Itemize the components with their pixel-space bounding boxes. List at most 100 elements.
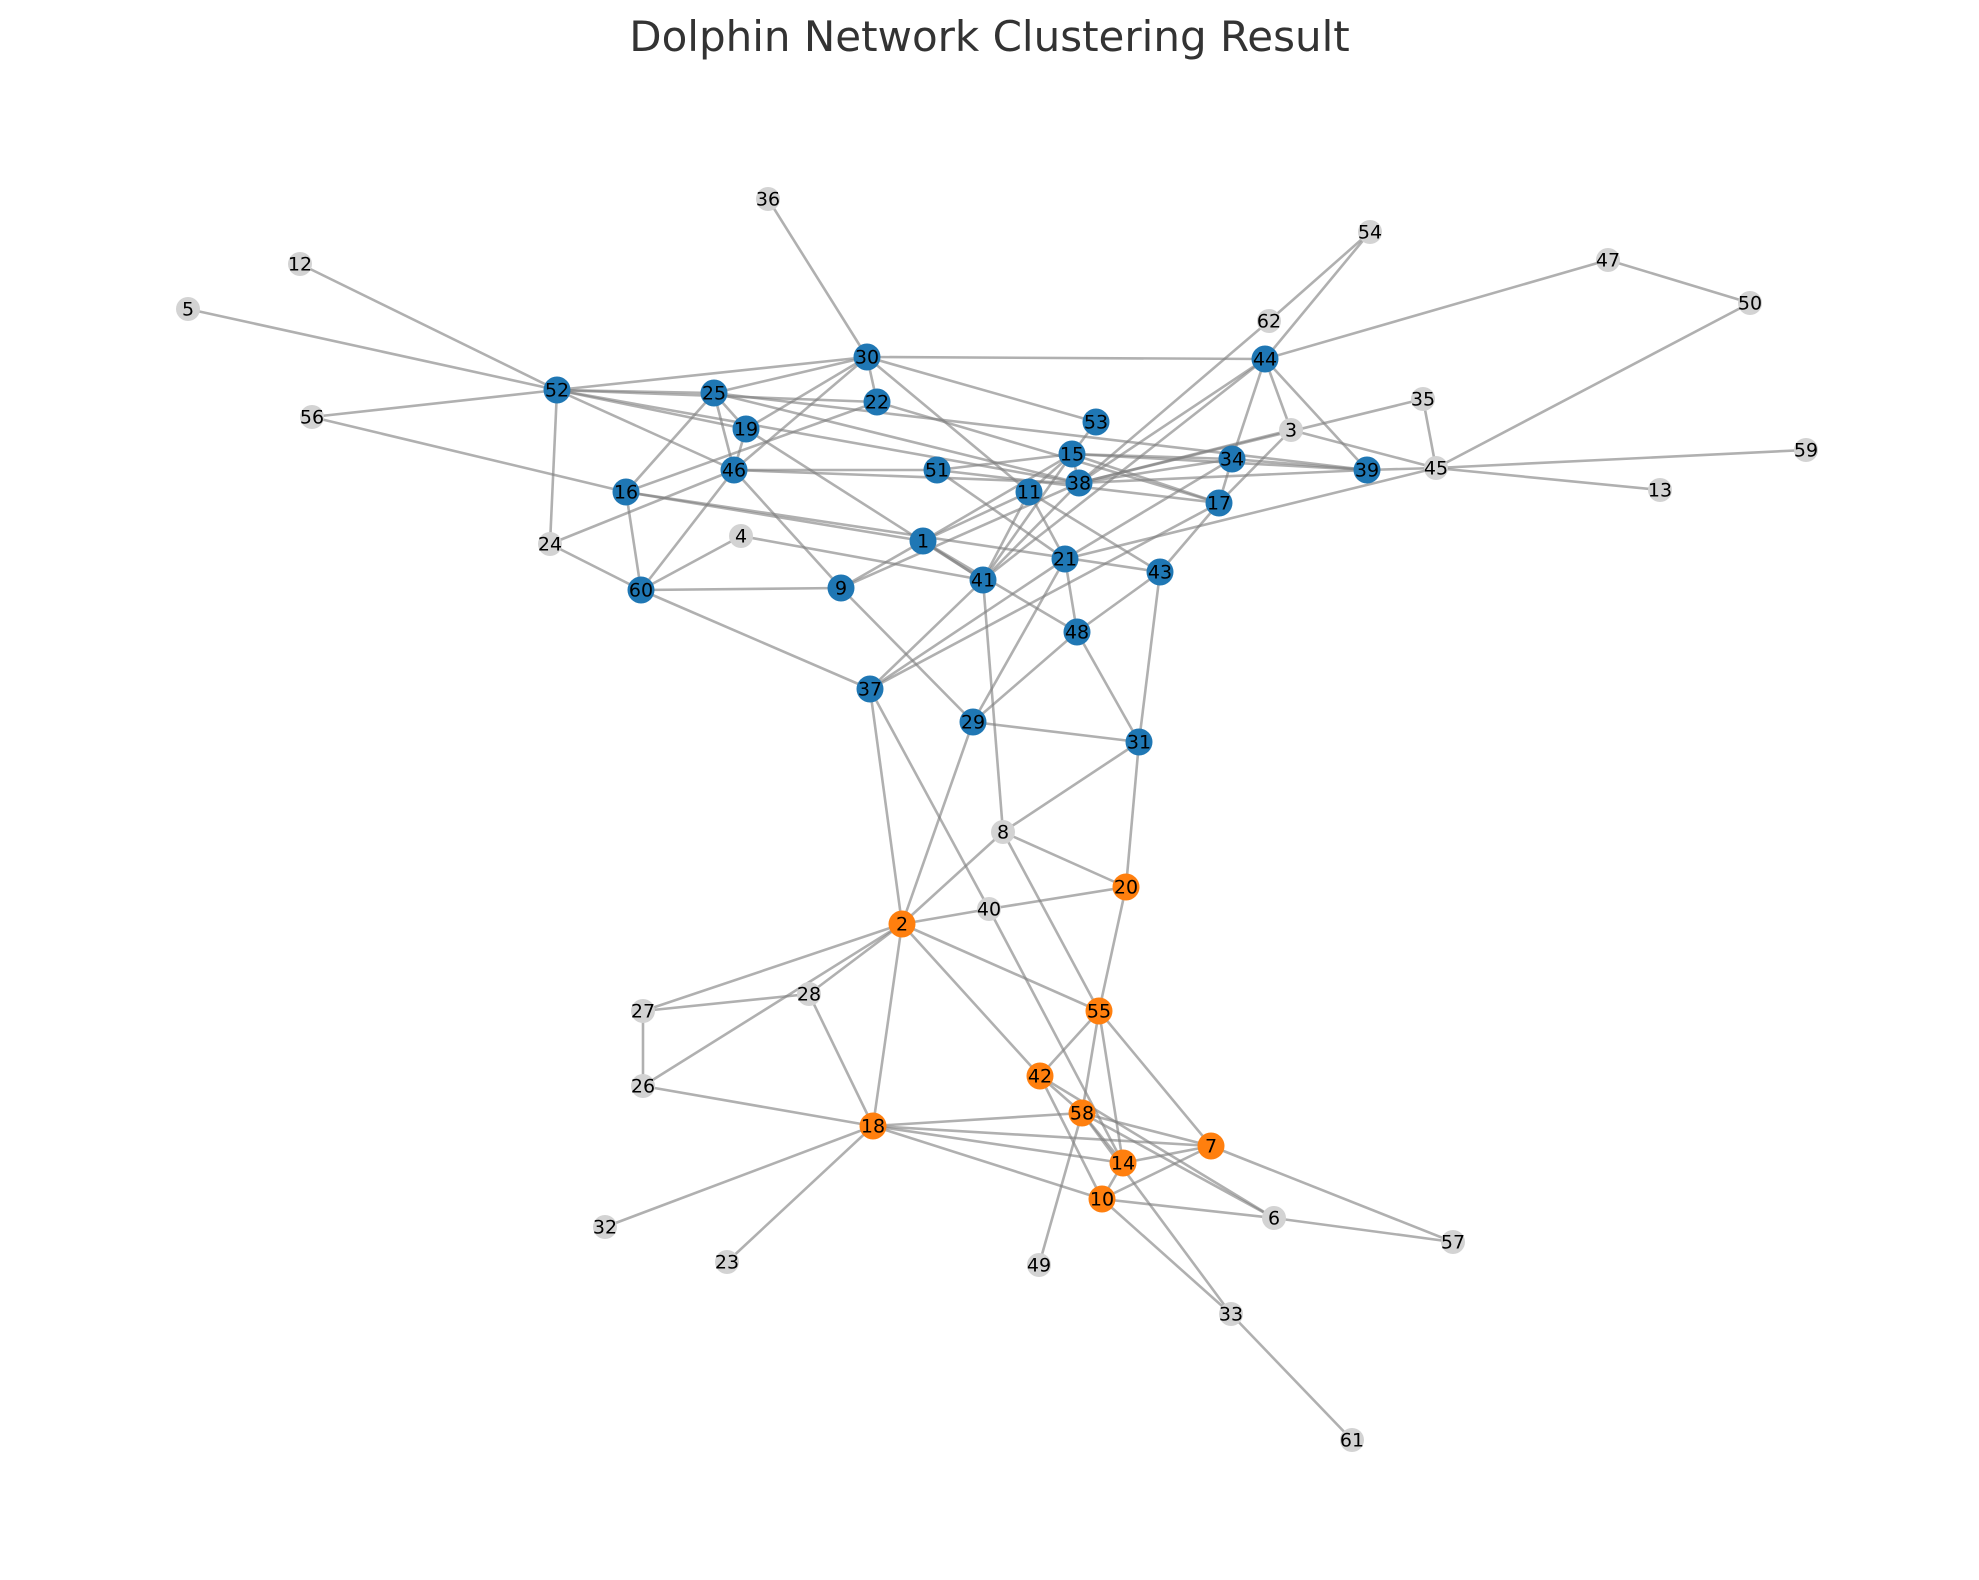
- node-circle: [1146, 558, 1174, 586]
- node-44: 44: [1251, 345, 1279, 373]
- edge-47-50: [1607, 258, 1751, 305]
- edge-43-48: [1076, 570, 1161, 634]
- node-19: 19: [732, 415, 760, 443]
- node-15: 15: [1058, 440, 1086, 468]
- node-label: 18: [861, 1116, 885, 1138]
- edge-7-10: [1101, 1144, 1212, 1201]
- node-50: 50: [1738, 291, 1762, 315]
- edge-24-60: [549, 542, 642, 592]
- edge-10-33: [1101, 1198, 1232, 1315]
- edge-2-55: [901, 922, 1100, 1013]
- node-circle: [1027, 1253, 1051, 1277]
- node-60: 60: [627, 576, 655, 604]
- node-circle: [631, 999, 655, 1023]
- node-circle: [1411, 387, 1435, 411]
- edge-9-1: [840, 539, 924, 590]
- node-label: 42: [1028, 1066, 1052, 1088]
- node-circle: [1251, 345, 1279, 373]
- node-61: 61: [1340, 1428, 1364, 1452]
- edge-8-20: [1002, 830, 1127, 889]
- node-label: 48: [1065, 622, 1089, 644]
- edge-5-52: [187, 307, 558, 392]
- edge-37-2: [868, 688, 904, 925]
- node-circle: [1109, 1149, 1137, 1177]
- edge-55-42: [1039, 1010, 1100, 1077]
- node-7: 7: [1197, 1132, 1225, 1160]
- node-circle: [1424, 456, 1448, 480]
- edge-16-60: [624, 491, 643, 591]
- node-label: 57: [1441, 1232, 1465, 1254]
- edge-51-21: [936, 468, 1066, 561]
- edge-2-18: [871, 923, 904, 1127]
- node-label: 19: [734, 419, 758, 441]
- node-circle: [1353, 456, 1381, 484]
- edge-44-39: [1264, 358, 1368, 471]
- node-39: 39: [1353, 456, 1381, 484]
- edge-25-39: [713, 391, 1368, 472]
- node-label: 38: [1067, 473, 1091, 495]
- edge-40-14: [987, 908, 1125, 1164]
- node-label: 7: [1205, 1136, 1217, 1158]
- node-circle: [797, 982, 821, 1006]
- node-label: 8: [997, 822, 1009, 844]
- edge-52-30: [556, 355, 868, 392]
- edge-41-38: [982, 482, 1080, 581]
- edge-42-10: [1038, 1075, 1104, 1200]
- node-52: 52: [543, 376, 571, 404]
- node-circle: [1205, 489, 1233, 517]
- node-circle: [1065, 469, 1093, 497]
- edge-30-11: [866, 356, 1030, 493]
- node-31: 31: [1125, 728, 1153, 756]
- node-18: 18: [859, 1112, 887, 1140]
- node-circle: [888, 910, 916, 938]
- node-circle: [1794, 438, 1818, 462]
- edge-3-17: [1218, 429, 1292, 504]
- node-circle: [1279, 418, 1303, 442]
- node-circle: [1648, 478, 1672, 502]
- node-40: 40: [977, 897, 1001, 921]
- node-label: 10: [1090, 1189, 1114, 1211]
- node-circle: [1125, 728, 1153, 756]
- node-label: 28: [797, 984, 821, 1006]
- node-label: 34: [1220, 449, 1244, 471]
- node-label: 41: [971, 570, 995, 592]
- node-label: 45: [1424, 458, 1448, 480]
- edge-55-14: [1097, 1010, 1125, 1164]
- edge-11-43: [1028, 490, 1161, 574]
- node-circle: [1082, 408, 1110, 436]
- node-circle: [1219, 1302, 1243, 1326]
- node-12: 12: [288, 252, 312, 276]
- edge-17-37: [869, 501, 1220, 691]
- edge-62-54: [1268, 231, 1371, 322]
- edge-18-14: [872, 1124, 1124, 1165]
- node-label: 12: [288, 254, 312, 276]
- edge-60-37: [640, 588, 871, 691]
- edge-48-29: [972, 631, 1078, 723]
- node-27: 27: [631, 999, 655, 1023]
- node-circle: [969, 566, 997, 594]
- node-label: 49: [1027, 1255, 1051, 1277]
- node-label: 4: [735, 526, 747, 548]
- node-label: 29: [961, 712, 985, 734]
- edge-41-37: [869, 579, 984, 690]
- edge-21-37: [869, 557, 1066, 691]
- edge-38-44: [1078, 357, 1266, 485]
- node-label: 50: [1738, 293, 1762, 315]
- node-45: 45: [1424, 456, 1448, 480]
- node-label: 11: [1017, 482, 1041, 504]
- node-circle: [1058, 440, 1086, 468]
- node-34: 34: [1218, 445, 1246, 473]
- edge-52-38: [556, 388, 1080, 485]
- node-28: 28: [797, 982, 821, 1006]
- node-circle: [923, 456, 951, 484]
- node-label: 39: [1355, 460, 1379, 482]
- node-label: 40: [977, 899, 1001, 921]
- node-circle: [715, 1250, 739, 1274]
- edge-51-15: [936, 452, 1073, 472]
- node-circle: [1063, 618, 1091, 646]
- node-circle: [1112, 873, 1140, 901]
- edge-43-31: [1137, 571, 1162, 743]
- edge-8-55: [1001, 831, 1101, 1012]
- node-label: 27: [631, 1001, 655, 1023]
- node-circle: [1088, 1185, 1116, 1213]
